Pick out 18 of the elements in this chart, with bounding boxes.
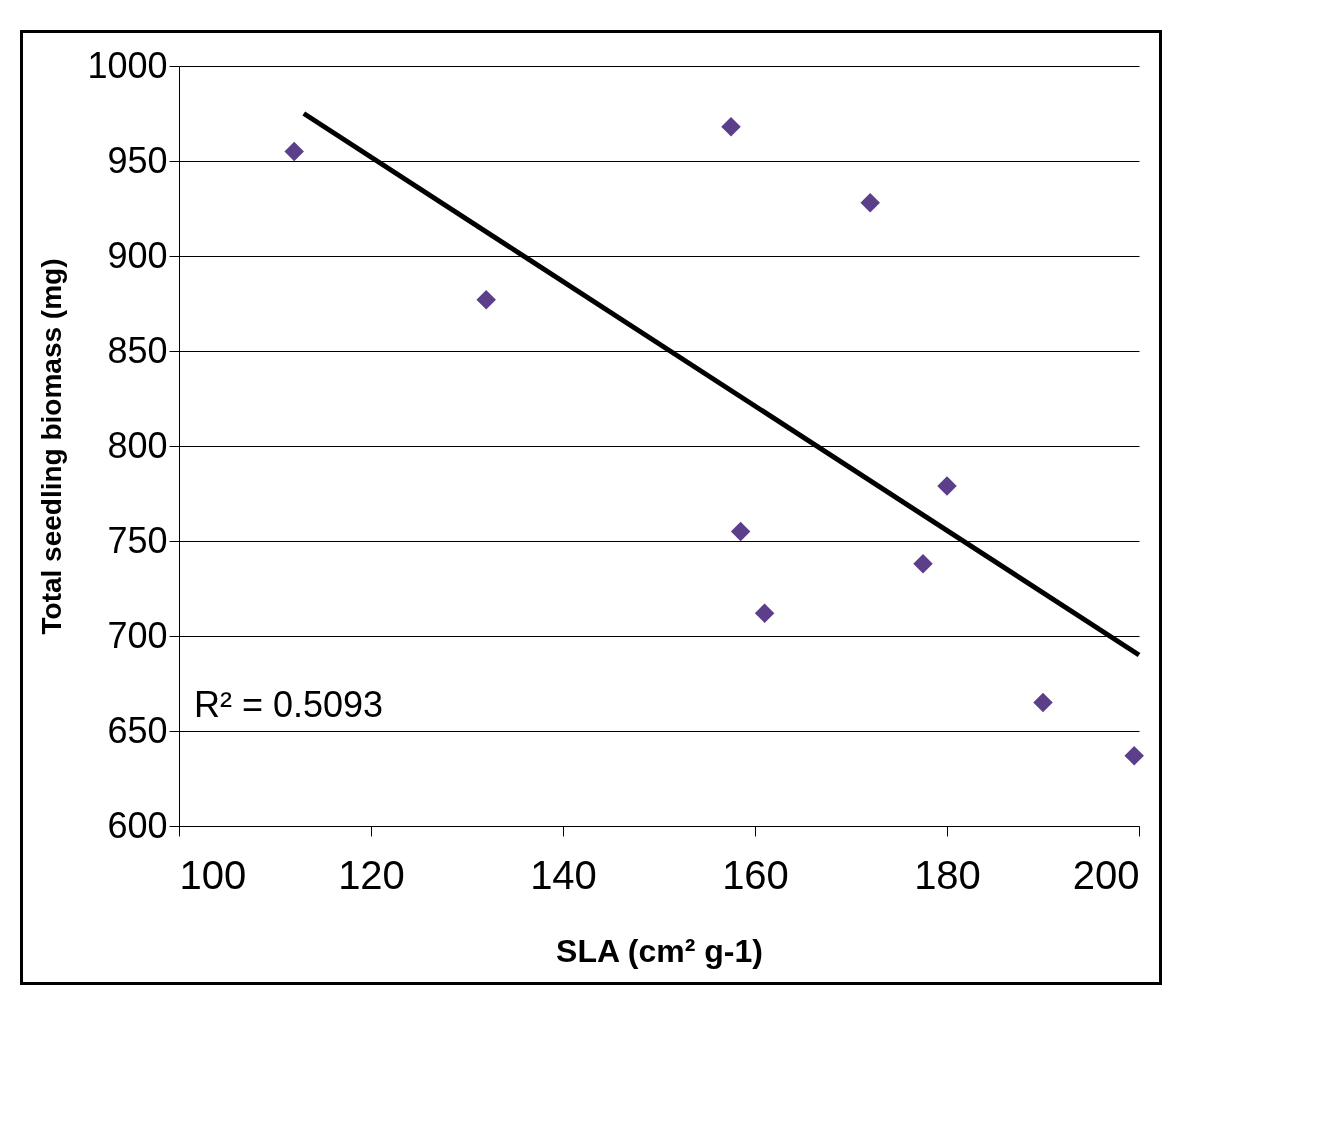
x-tick-label: 120 [338, 852, 405, 897]
x-tick-label: 140 [530, 852, 597, 897]
y-tick-label: 900 [107, 234, 168, 276]
annotation: R² = 0.5093 [194, 684, 384, 725]
y-tick-label: 700 [107, 614, 168, 656]
y-tick-label: 600 [107, 804, 168, 846]
y-tick-label: 1000 [87, 44, 168, 86]
x-axis-title: SLA (cm² g-1) [556, 932, 763, 969]
y-tick-label: 650 [107, 709, 168, 751]
y-tick-label: 950 [107, 139, 168, 181]
x-tick-label: 160 [722, 852, 789, 897]
y-tick-label: 800 [107, 424, 168, 466]
x-tick-label: 200 [1072, 852, 1140, 897]
x-tick-label: 100 [179, 852, 247, 897]
y-tick-label: 850 [107, 329, 168, 371]
y-axis-title: Total seedling biomass (mg) [36, 258, 68, 635]
y-tick-label: 750 [107, 519, 168, 561]
x-tick-label: 180 [914, 852, 981, 897]
